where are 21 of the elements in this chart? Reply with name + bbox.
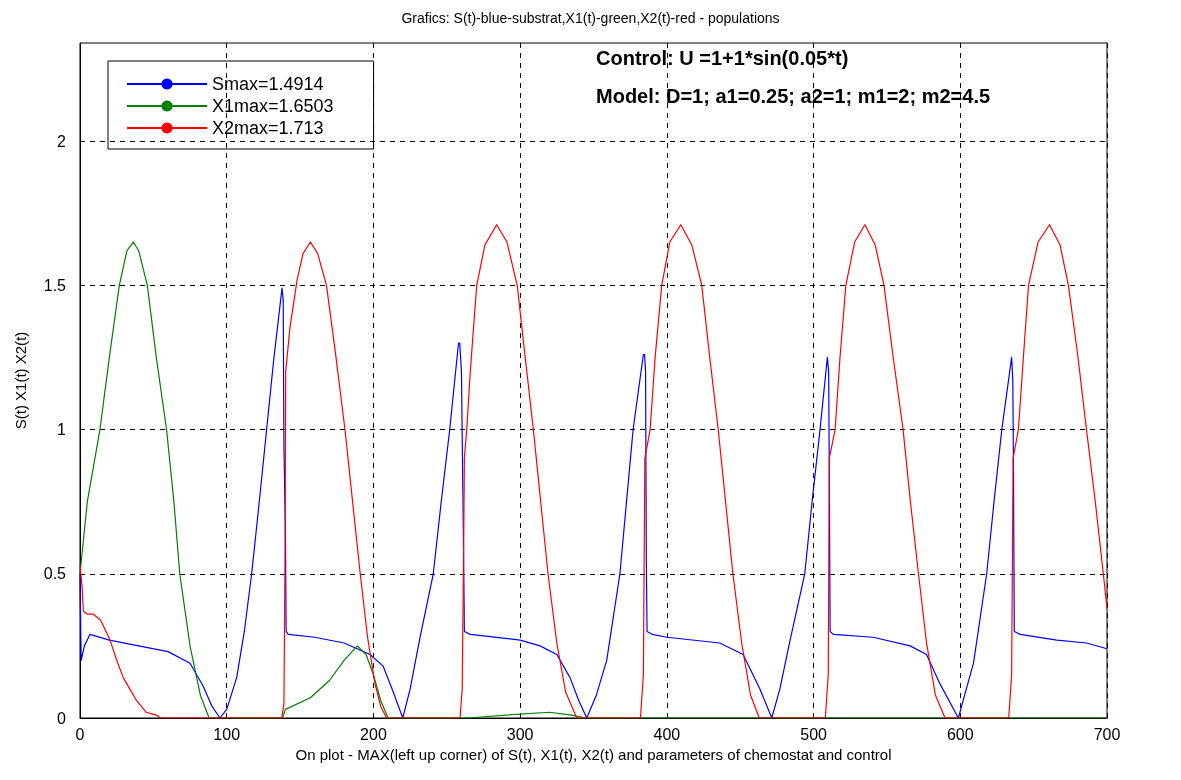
x-tick-label: 700 <box>1093 725 1121 743</box>
annotation: Model: D=1; a1=0.25; a2=1; m1=2; m2=4.5 <box>596 85 991 107</box>
x-tick-label: 500 <box>800 725 828 743</box>
annotation: Control: U =1+1*sin(0.05*t) <box>596 47 849 69</box>
y-tick-label: 0 <box>57 709 67 727</box>
x-tick-label: 0 <box>75 725 85 743</box>
x-tick-label: 200 <box>360 725 387 743</box>
y-tick-label: 0.5 <box>43 565 67 583</box>
legend-label: Smax=1.4914 <box>212 74 324 94</box>
legend-label: X1max=1.6503 <box>212 96 334 116</box>
y-tick-label: 1 <box>57 421 67 439</box>
x-tick-label: 300 <box>506 725 534 743</box>
y-axis-title: S(t) X1(t) X2(t) <box>12 331 29 430</box>
x-tick-label: 100 <box>213 725 241 743</box>
x-tick-label: 600 <box>946 725 974 743</box>
x-tick-label: 400 <box>653 725 681 743</box>
y-tick-label: 2 <box>57 132 67 150</box>
legend-label: X2max=1.713 <box>212 118 324 138</box>
chart-title: Grafics: S(t)-blue-substrat,X1(t)-green,X2(t)-red - populations <box>401 10 780 26</box>
y-tick-label: 1.5 <box>43 276 67 294</box>
x-axis-title: On plot - MAX(left up corner) of S(t), X1(t), X2(t) and parameters of chemostat and control <box>295 745 892 763</box>
